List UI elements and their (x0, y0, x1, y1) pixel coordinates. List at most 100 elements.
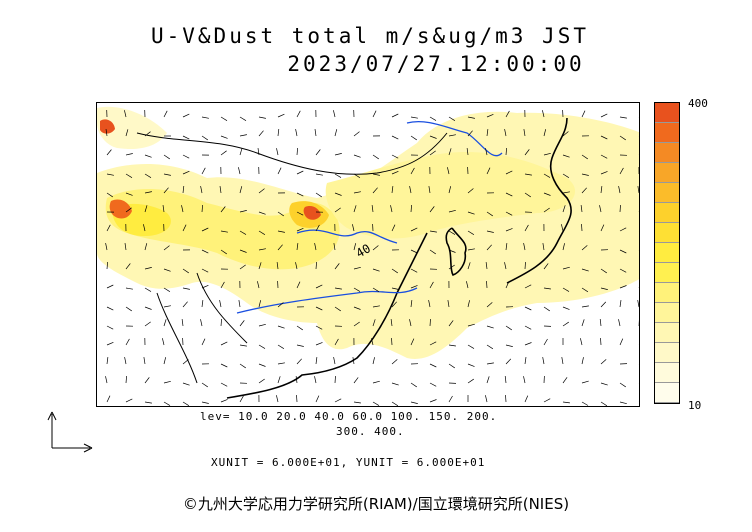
colorbar-swatch (655, 223, 679, 243)
wind-vector (315, 342, 323, 346)
wind-vector (410, 116, 418, 119)
wind-vector (106, 149, 112, 156)
wind-vector (201, 284, 209, 289)
wind-vector (182, 113, 190, 118)
wind-vector (182, 224, 187, 232)
wind-vector (562, 131, 569, 137)
wind-vector (524, 306, 532, 311)
wind-vector (467, 188, 474, 194)
wind-vector (562, 321, 569, 327)
wind-vector (486, 280, 488, 289)
wind-vector (581, 305, 589, 308)
wind-vector (638, 250, 639, 251)
wind-vector (429, 150, 436, 156)
wind-vector (353, 306, 361, 310)
wind-vector (163, 319, 167, 327)
wind-vector (562, 205, 566, 213)
colorbar-swatch (655, 163, 679, 183)
wind-vector (467, 300, 470, 308)
dust-fill-layer (97, 106, 639, 359)
wind-vector (296, 110, 301, 118)
wind-vector (220, 135, 228, 139)
wind-vector (258, 344, 266, 349)
wind-vector (143, 357, 146, 365)
wind-vector (638, 211, 639, 212)
wind-vector (619, 300, 622, 308)
wind-vector (429, 116, 437, 121)
wind-vector (372, 401, 380, 406)
wind-vector (505, 243, 508, 251)
wind-vector (163, 173, 171, 176)
copyright-notice: ©九州大学応用力学研究所(RIAM)/国立環境研究所(NIES) (182, 495, 570, 513)
wind-vector (201, 300, 204, 308)
wind-vector (125, 338, 130, 346)
wind-vector (315, 224, 320, 232)
wind-vector (295, 376, 298, 384)
wind-vector-layer (105, 109, 639, 406)
wind-vector (258, 230, 266, 235)
wind-vector (391, 113, 399, 118)
wind-vector (409, 319, 412, 327)
wind-vector (581, 357, 584, 365)
wind-vector (581, 154, 588, 160)
wind-vector (505, 281, 510, 289)
wind-vector (486, 362, 494, 365)
wind-vector (638, 344, 639, 345)
wind-vector (277, 362, 285, 365)
wind-vector (524, 173, 532, 176)
wind-vector (619, 249, 627, 254)
coastline-china (226, 232, 428, 399)
wind-vector (600, 268, 607, 274)
wind-vector (372, 319, 376, 327)
wind-vector (448, 249, 456, 253)
wind-vector (353, 287, 361, 292)
wind-vector (106, 306, 114, 311)
reference-vector-icon (47, 411, 93, 453)
wind-vector (619, 116, 627, 119)
wind-vector (276, 148, 279, 156)
wind-vector (238, 167, 241, 175)
wind-vector (485, 262, 488, 270)
wind-vector (277, 244, 283, 251)
wind-vector (524, 149, 530, 156)
wind-vector (600, 382, 608, 386)
wind-vector (201, 401, 209, 404)
wind-vector (239, 116, 247, 121)
wind-vector (163, 305, 171, 308)
wind-vector (277, 325, 285, 329)
colorbar-swatch (655, 243, 679, 263)
wind-vector (219, 300, 222, 308)
wind-vector (410, 268, 418, 273)
wind-vector (163, 154, 170, 160)
wind-vector (524, 284, 532, 289)
wind-vector (239, 249, 247, 253)
wind-vector (581, 110, 586, 118)
colorbar-swatch (655, 203, 679, 223)
wind-vector (219, 186, 222, 194)
wind-vector (428, 300, 431, 308)
wind-vector (315, 173, 323, 176)
dust-map: 40 (96, 102, 640, 407)
wind-vector (391, 224, 396, 232)
wind-vector (352, 357, 355, 365)
wind-vector (163, 187, 169, 194)
wind-vector (581, 173, 589, 176)
wind-vector (163, 268, 171, 272)
wind-vector (410, 135, 417, 141)
wind-vector (352, 224, 355, 232)
wind-vector (277, 113, 285, 118)
wind-vector (638, 364, 639, 365)
wind-vector (162, 205, 165, 213)
wind-vector (562, 377, 568, 384)
wind-vector (429, 363, 437, 368)
wind-vector (353, 243, 357, 251)
colorbar-swatch (655, 343, 679, 363)
wind-vector (372, 380, 380, 384)
wind-vector (220, 150, 227, 156)
wind-vector (353, 173, 361, 178)
wind-vector (638, 231, 639, 232)
wind-vector (581, 287, 589, 293)
wind-vector (372, 357, 375, 365)
wind-vector (220, 382, 228, 387)
wind-vector (276, 395, 279, 403)
